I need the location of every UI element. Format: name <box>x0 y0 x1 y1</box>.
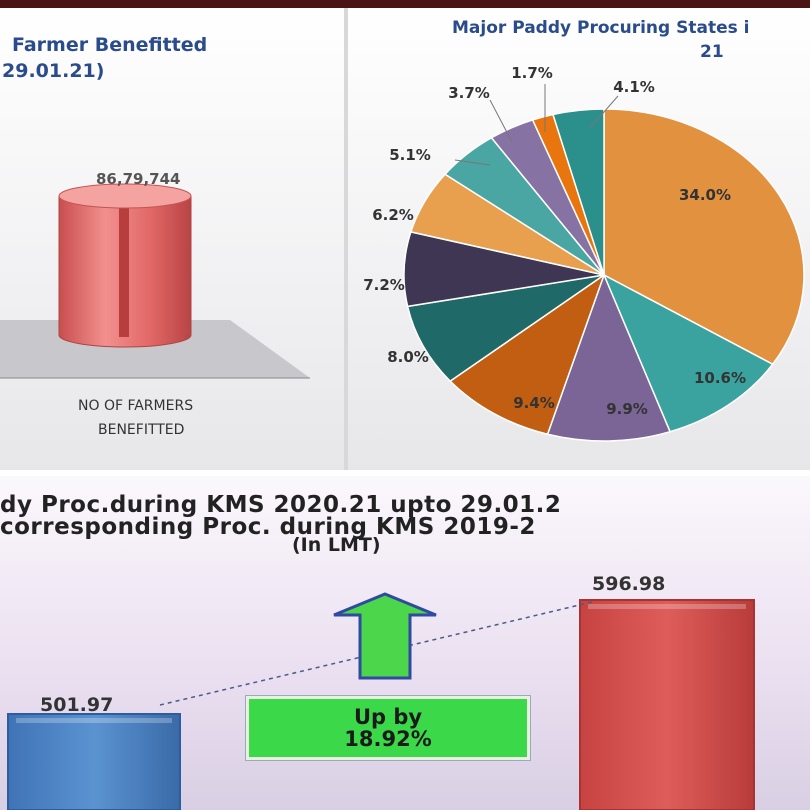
panel-divider-vertical <box>344 8 348 470</box>
pie-label-4: 9.4% <box>513 394 555 412</box>
pie-labels: 34.0% 10.6% 9.9% 9.4% 8.0% 7.2% 6.2% 5.1% 3.7% 1.… <box>363 64 746 418</box>
pie-label-6: 7.2% <box>363 276 405 294</box>
pie-label-3: 9.9% <box>606 400 648 418</box>
pie-label-5: 8.0% <box>387 348 429 366</box>
pie-label-9: 3.7% <box>448 84 490 102</box>
increase-label: Up by <box>353 705 423 729</box>
pie-label-7: 6.2% <box>372 206 414 224</box>
states-title-2: 21 <box>700 42 724 62</box>
pie-label-10: 1.7% <box>511 64 553 82</box>
pie-chart <box>403 108 805 442</box>
farmers-caption-2: BENEFITTED <box>98 422 185 438</box>
farmers-bar-top <box>58 183 192 209</box>
increase-badge: Up by 18.92% <box>246 696 530 760</box>
pie-slice-2 <box>602 273 774 433</box>
trend-line <box>159 601 593 706</box>
farmers-caption: NO OF FARMERS <box>78 398 194 414</box>
procurement-units: (In LMT) <box>292 534 381 556</box>
pie-slice-4 <box>449 273 606 436</box>
up-arrow-icon <box>333 592 437 680</box>
pie-label-11: 4.1% <box>613 78 655 96</box>
procurement-title-2: corresponding Proc. during KMS 2019-2 <box>0 514 536 540</box>
bar-label-2019: 501.97 <box>40 694 114 716</box>
farmers-title-date: 29.01.21) <box>2 60 105 82</box>
farmers-data-label: 86,79,744 <box>96 170 181 188</box>
pie-slice-11 <box>552 108 605 276</box>
pie-label-8: 5.1% <box>389 146 431 164</box>
panel-divider-horizontal <box>0 470 810 476</box>
pie-label-2: 10.6% <box>694 369 746 387</box>
procurement-bars <box>7 598 755 810</box>
procurement-bar-top-1 <box>16 718 172 723</box>
pie-leader-line <box>589 95 619 129</box>
bar-label-2020: 596.98 <box>592 573 666 595</box>
pie-slice-1 <box>603 108 805 366</box>
pie-label-1: 34.0% <box>679 186 731 204</box>
pie-leader-line <box>454 159 491 166</box>
states-title: Major Paddy Procuring States i <box>452 18 750 38</box>
procurement-bar-2 <box>579 598 755 810</box>
pie-slice-3 <box>546 272 672 442</box>
procurement-title: dy Proc.during KMS 2020.21 upto 29.01.2 <box>0 492 562 518</box>
increase-percent: 18.92% <box>344 727 432 751</box>
farmers-title: Farmer Benefitted <box>12 34 208 56</box>
pie-leader-line <box>489 99 513 143</box>
farmers-bar <box>58 183 192 348</box>
farmers-bar-seam <box>119 202 129 337</box>
procurement-bar-1 <box>7 713 181 810</box>
top-border <box>0 0 810 8</box>
procurement-bar-top-2 <box>588 603 746 609</box>
pie-slice-5 <box>406 274 605 383</box>
